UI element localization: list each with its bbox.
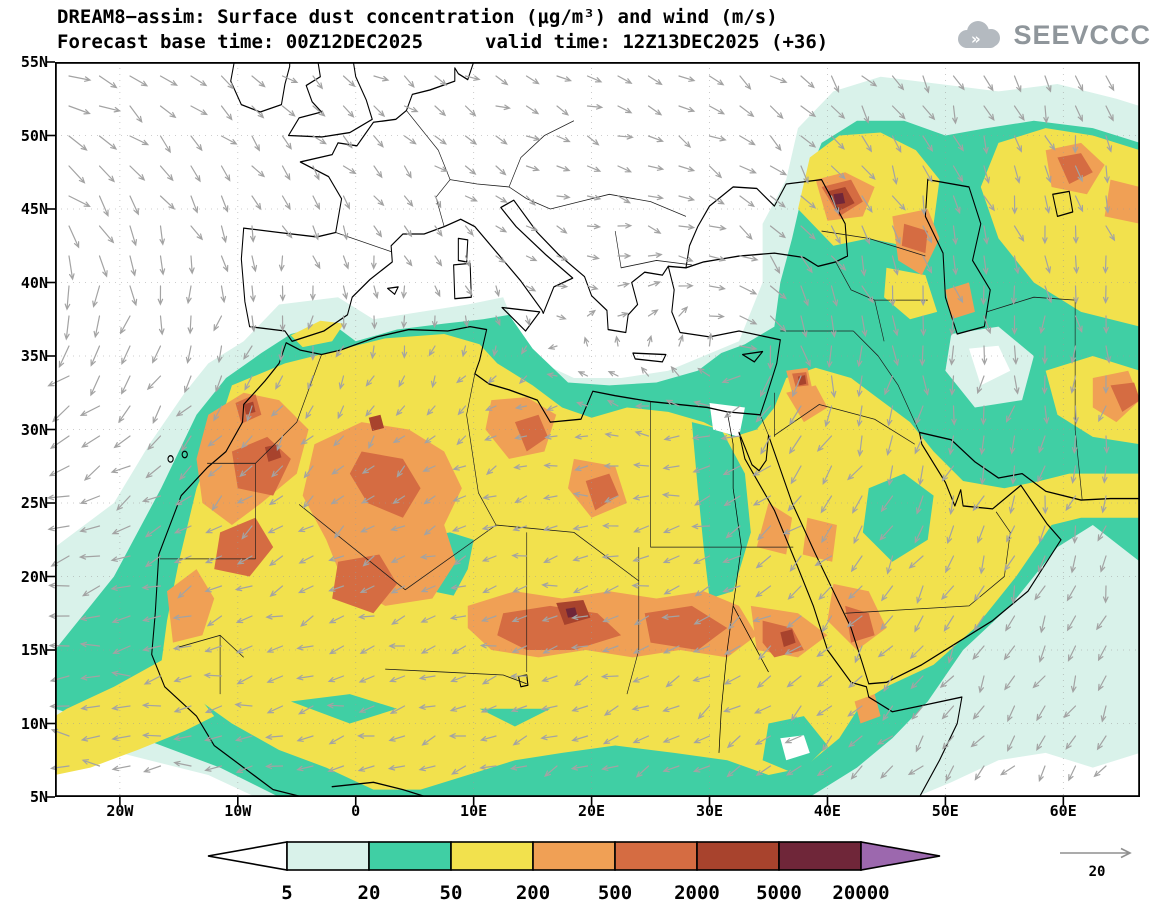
- colorbar-segment: [778, 841, 862, 871]
- lon-tick-label: 60E: [1049, 802, 1077, 820]
- colorbar-label: 5: [281, 882, 292, 904]
- lon-tick-label: 10W: [224, 802, 252, 820]
- colorbar: 5 20 50 200 500 2000 5000 20000: [207, 841, 941, 904]
- axis-ticks: [47, 61, 1065, 805]
- lon-tick-label: 50E: [931, 802, 959, 820]
- lat-tick-label: 55N: [20, 53, 48, 71]
- colorbar-segment: [614, 841, 698, 871]
- plot-frame: [54, 61, 1140, 798]
- lon-tick-label: 20E: [577, 802, 606, 820]
- map-frame: [46, 61, 1140, 805]
- colorbar-label: 20000: [832, 882, 889, 904]
- map-canvas: [46, 61, 1140, 805]
- wind-reference-arrow: [1060, 847, 1132, 859]
- lat-tick-label: 10N: [20, 714, 48, 733]
- colorbar-segment: [696, 841, 780, 871]
- lon-tick-label: 0: [351, 802, 361, 820]
- colorbar-segment: [532, 841, 616, 871]
- colorbar-label: 500: [598, 882, 632, 904]
- lon-tick-label: 20W: [106, 802, 134, 820]
- valid-time: valid time: 12Z13DEC2025 (+36): [485, 31, 829, 53]
- lat-tick-label: 30N: [20, 420, 48, 439]
- lon-tick-label: 40E: [813, 802, 841, 820]
- lat-tick-label: 50N: [20, 126, 48, 145]
- colorbar-label: 20: [358, 882, 381, 904]
- colorbar-segment: [286, 841, 370, 871]
- lat-tick-label: 40N: [20, 273, 48, 292]
- colorbar-label: 2000: [674, 882, 720, 904]
- dust-contour-layer: [55, 76, 1140, 797]
- lon-tick-label: 30E: [695, 802, 724, 820]
- page-title: DREAM8−assim: Surface dust concentration…: [57, 6, 778, 28]
- colorbar-label: 200: [516, 882, 550, 904]
- svg-text:»: »: [971, 30, 981, 48]
- logo: » SEEVCCC: [953, 18, 1151, 52]
- lat-tick-label: 15N: [20, 641, 48, 659]
- lon-tick-label: 10E: [460, 802, 488, 820]
- lat-tick-label: 35N: [20, 347, 48, 365]
- lat-tick-label: 20N: [20, 567, 48, 586]
- lat-tick-label: 5N: [29, 788, 48, 806]
- page-subtitle: Forecast base time: 00Z12DEC2025 valid ti…: [57, 31, 828, 53]
- colorbar-over-triangle: [860, 841, 941, 871]
- wind-reference-label: 20: [1089, 864, 1106, 880]
- colorbar-segment: [368, 841, 452, 871]
- logo-text: SEEVCCC: [1013, 19, 1151, 50]
- lat-tick-label: 25N: [20, 494, 48, 512]
- lat-tick-label: 45N: [20, 200, 48, 218]
- wind-reference: 20: [1060, 847, 1132, 880]
- colorbar-label: 50: [440, 882, 463, 904]
- colorbar-under-triangle: [207, 841, 288, 871]
- coastline-layer: [151, 62, 1140, 797]
- colorbar-label: 5000: [756, 882, 802, 904]
- forecast-base-time: Forecast base time: 00Z12DEC2025: [57, 31, 424, 53]
- colorbar-segment: [450, 841, 534, 871]
- cloud-icon: »: [958, 21, 1001, 48]
- wind-arrow-layer: [46, 75, 1116, 783]
